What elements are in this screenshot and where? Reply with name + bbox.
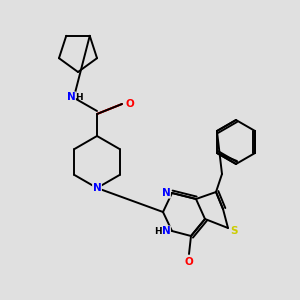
Text: N: N: [162, 188, 170, 198]
Text: O: O: [126, 99, 134, 109]
Text: O: O: [184, 257, 194, 267]
Text: H: H: [75, 94, 83, 103]
Text: S: S: [230, 226, 238, 236]
Text: H: H: [154, 227, 162, 236]
Text: N: N: [93, 183, 101, 193]
Text: N: N: [67, 92, 75, 102]
Text: N: N: [162, 226, 170, 236]
